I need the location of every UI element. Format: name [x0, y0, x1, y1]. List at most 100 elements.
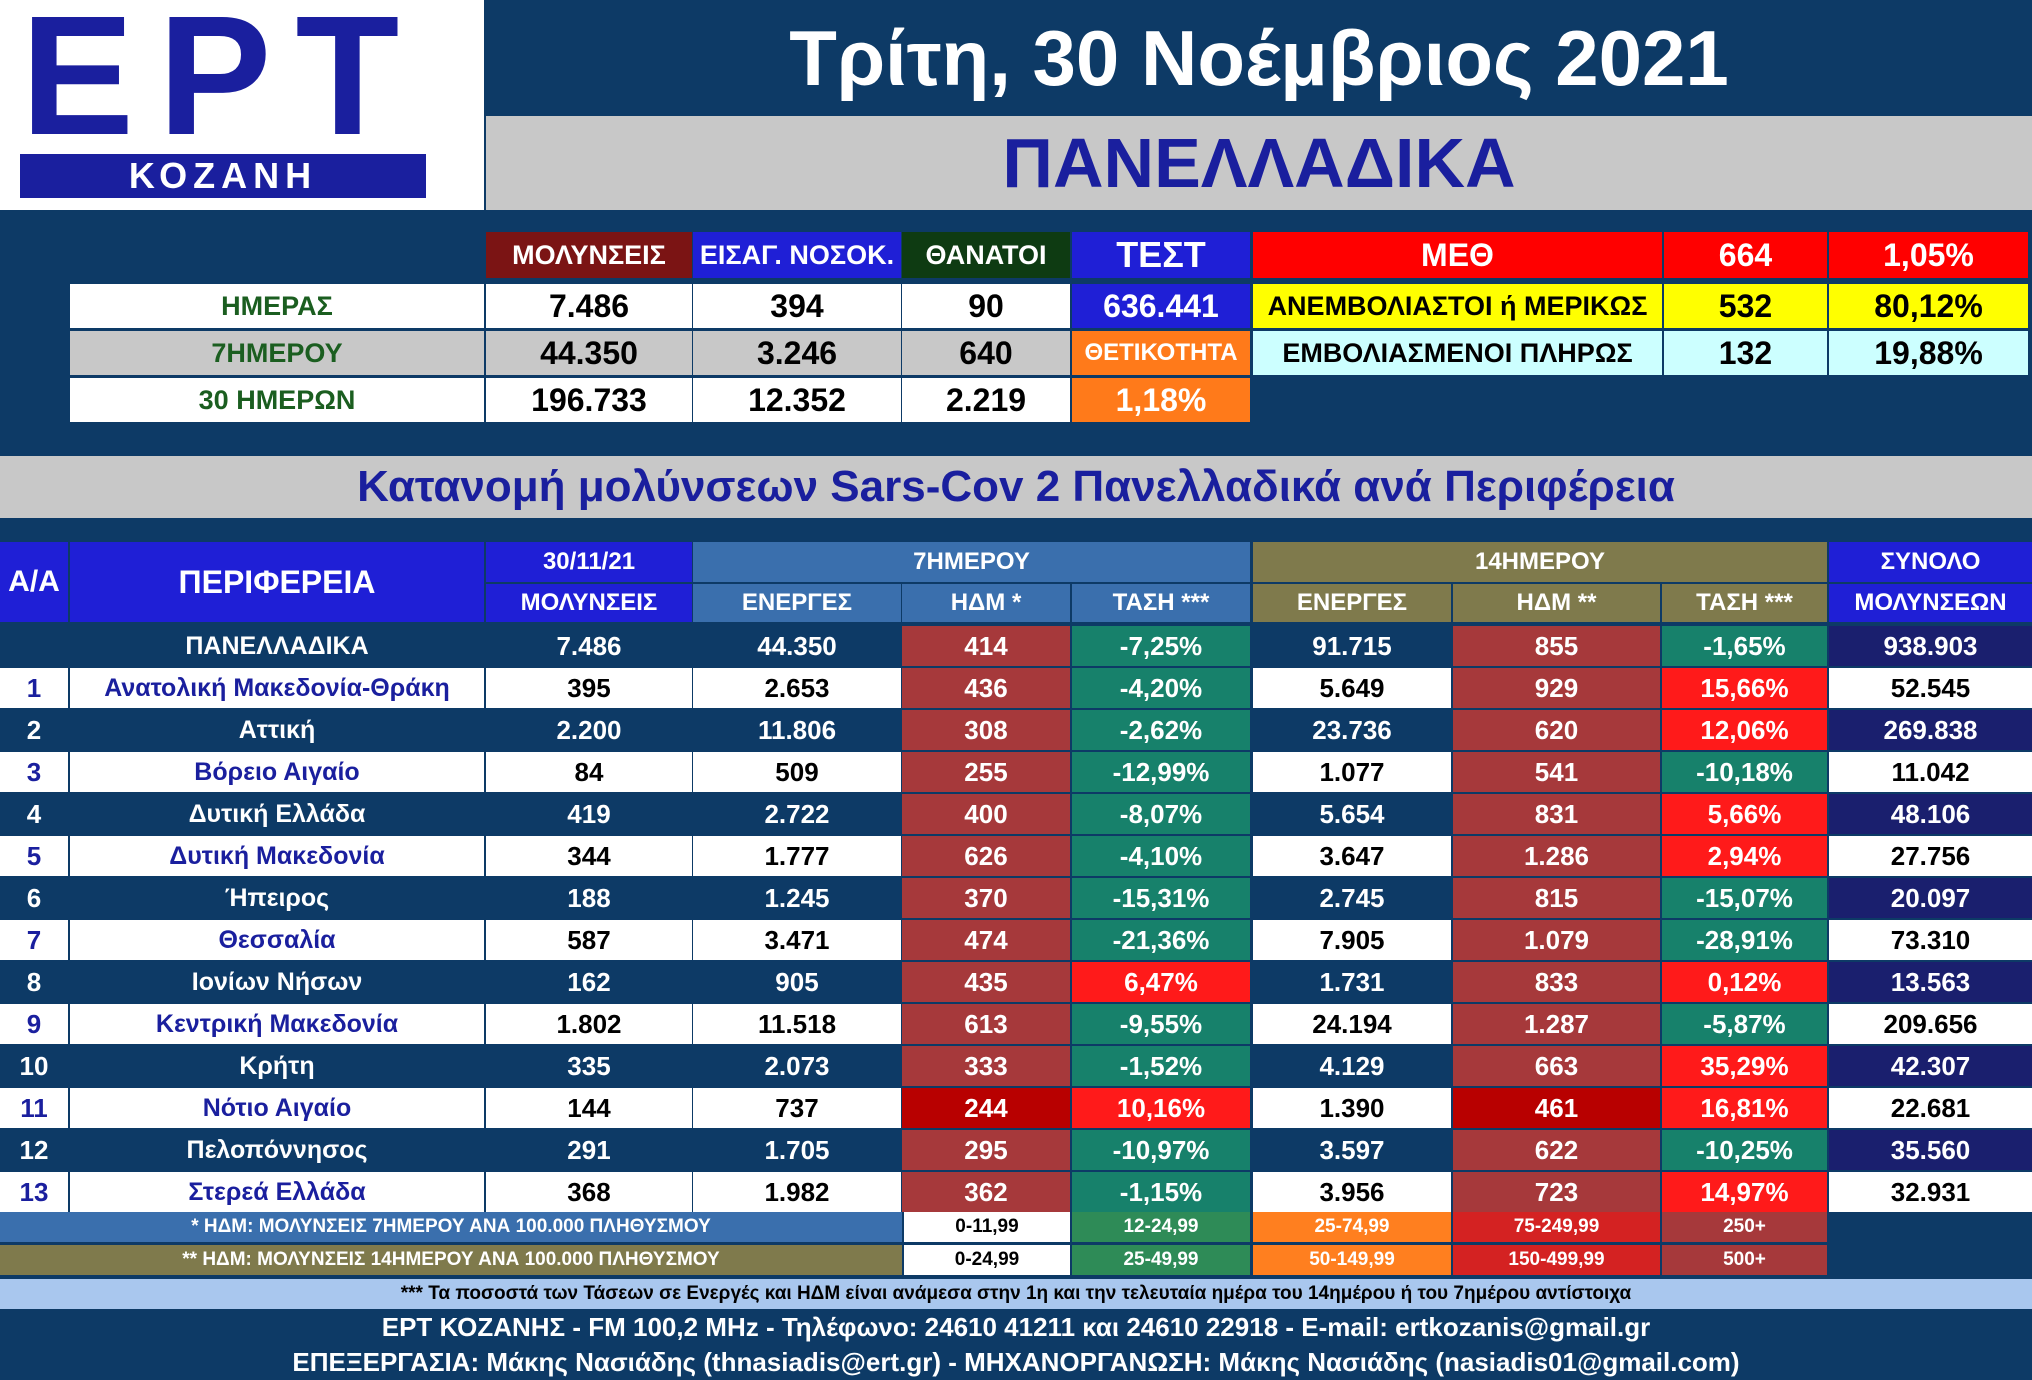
- cell-t14: 15,66%: [1662, 668, 1827, 708]
- cell-aa: 7: [0, 920, 68, 960]
- icu-percent: 1,05%: [1829, 232, 2028, 278]
- header-14day-trend: ΤΑΣΗ ***: [1662, 584, 1827, 622]
- cell-day: 162: [567, 966, 611, 997]
- cell-a7: 1.245: [764, 882, 830, 913]
- cell-day: 419: [567, 798, 611, 829]
- cell-aa: [0, 626, 68, 666]
- header-7day: 7ΗΜΕΡΟΥ: [693, 542, 1250, 582]
- cell-t7: -7,25%: [1072, 626, 1250, 666]
- header-aa: Α/Α: [0, 542, 68, 622]
- cell-h14: 833: [1453, 962, 1660, 1002]
- legend-swatch: 150-499,99: [1453, 1245, 1660, 1275]
- cell-t14: -10,25%: [1662, 1130, 1827, 1170]
- cell-a14: 7.905: [1253, 920, 1451, 960]
- cell-aa: 6: [26, 882, 42, 913]
- cell-h7: 626: [902, 836, 1070, 876]
- legend-swatch: 75-249,99: [1453, 1212, 1660, 1242]
- cell-h7: 436: [902, 668, 1070, 708]
- header-7day-active: ΕΝΕΡΓΕΣ: [693, 584, 901, 622]
- cell-a14: 91.715: [1312, 630, 1392, 661]
- cell-h14: 663: [1453, 1046, 1660, 1086]
- cell-total: 32.931: [1829, 1172, 2032, 1212]
- cell-h7: 244: [902, 1088, 1070, 1128]
- cell-region: Ιονίων Νήσων: [191, 967, 363, 996]
- cell-day: 291: [567, 1134, 611, 1165]
- cell-a7: 3.471: [693, 920, 901, 960]
- cell-day: 188: [567, 882, 611, 913]
- cell-total: 11.042: [1829, 752, 2032, 792]
- cell-day: 84: [486, 752, 692, 792]
- cell-day: 344: [486, 836, 692, 876]
- icu-vaccinated-percent: 19,88%: [1829, 331, 2028, 375]
- cell-day: 7.486: [556, 630, 622, 661]
- header-region: ΠΕΡΙΦΕΡΕΙΑ: [70, 542, 484, 622]
- summary-row-label-30day: 30 ΗΜΕΡΩΝ: [70, 378, 484, 422]
- summary-day-deaths: 90: [902, 284, 1070, 328]
- cell-a14: 3.597: [1319, 1134, 1385, 1165]
- cell-h7: 255: [902, 752, 1070, 792]
- cell-a14: 1.077: [1253, 752, 1451, 792]
- cell-t7: -1,52%: [1072, 1046, 1250, 1086]
- cell-h14: 1.079: [1453, 920, 1660, 960]
- cell-region: Θεσσαλία: [70, 920, 484, 960]
- cell-a7: 737: [693, 1088, 901, 1128]
- cell-aa: 4: [26, 798, 42, 829]
- cell-day: 1.802: [486, 1004, 692, 1044]
- legend-note-14day: ** ΗΔΜ: ΜΟΛΥΝΣΕΙΣ 14ΗΜΕΡΟΥ ΑΝΑ 100.000 Π…: [0, 1245, 902, 1275]
- cell-total: 209.656: [1829, 1004, 2032, 1044]
- cell-h7: 295: [902, 1130, 1070, 1170]
- cell-region: Βόρειο Αιγαίο: [70, 752, 484, 792]
- cell-h14: 541: [1453, 752, 1660, 792]
- cell-h14: 461: [1453, 1088, 1660, 1128]
- cell-t7: 10,16%: [1072, 1088, 1250, 1128]
- cell-total: 48.106: [1829, 794, 2032, 834]
- legend-swatch: 25-74,99: [1253, 1212, 1451, 1242]
- footer-credits: ΕΠΕΞΕΡΓΑΣΙΑ: Μάκης Νασιάδης (thnasiadis@…: [292, 1346, 1740, 1377]
- cell-a7: 509: [693, 752, 901, 792]
- cell-t14: 5,66%: [1662, 794, 1827, 834]
- cell-t7: 6,47%: [1072, 962, 1250, 1002]
- cell-t7: -8,07%: [1072, 794, 1250, 834]
- logo-wordmark: ΕΡΤ: [20, 0, 424, 171]
- cell-a7: 1.777: [693, 836, 901, 876]
- cell-t14: 2,94%: [1662, 836, 1827, 876]
- cell-h7: 435: [902, 962, 1070, 1002]
- legend-swatch: 0-11,99: [904, 1212, 1070, 1242]
- date-title: Τρίτη, 30 Νοέμβριος 2021: [789, 13, 1729, 102]
- header-date: 30/11/21: [486, 542, 692, 582]
- cell-t14: 16,81%: [1662, 1088, 1827, 1128]
- legend-swatch: 500+: [1662, 1245, 1827, 1275]
- header-14day-active: ΕΝΕΡΓΕΣ: [1253, 584, 1451, 622]
- header-infections: ΜΟΛΥΝΣΕΙΣ: [486, 584, 692, 622]
- cell-region: Στερεά Ελλάδα: [70, 1172, 484, 1212]
- cell-aa: 2: [26, 714, 42, 745]
- cell-a7: 2.073: [764, 1050, 830, 1081]
- footer-contact: ΕΡΤ ΚΟΖΑΝΗΣ - FM 100,2 MHz - Τηλέφωνο: 2…: [381, 1311, 1651, 1342]
- cell-region: Δυτική Μακεδονία: [70, 836, 484, 876]
- cell-h14: 855: [1453, 626, 1660, 666]
- cell-h14: 831: [1453, 794, 1660, 834]
- cell-a7: 905: [775, 966, 819, 997]
- cell-a14: 1.390: [1253, 1088, 1451, 1128]
- cell-total: 42.307: [1829, 1046, 2032, 1086]
- summary-header-infections: ΜΟΛΥΝΣΕΙΣ: [486, 232, 692, 278]
- positivity-value: 1,18%: [1072, 378, 1250, 422]
- cell-aa: 8: [26, 966, 42, 997]
- cell-a7: 44.350: [757, 630, 837, 661]
- cell-t14: -15,07%: [1662, 878, 1827, 918]
- cell-a7: 1.705: [764, 1134, 830, 1165]
- summary-7day-deaths: 640: [902, 331, 1070, 375]
- tests-value: 636.441: [1072, 284, 1250, 328]
- cell-h7: 308: [902, 710, 1070, 750]
- cell-total: 269.838: [1829, 710, 2032, 750]
- header-total-top: ΣΥΝΟΛΟ: [1829, 542, 2032, 582]
- header-7day-trend: ΤΑΣΗ ***: [1072, 584, 1250, 622]
- cell-aa: 3: [0, 752, 68, 792]
- summary-7day-admissions: 3.246: [693, 331, 901, 375]
- cell-region: Αττική: [238, 715, 316, 744]
- cell-region: Κεντρική Μακεδονία: [70, 1004, 484, 1044]
- cell-h7: 400: [902, 794, 1070, 834]
- cell-a14: 4.129: [1319, 1050, 1385, 1081]
- cell-aa: 5: [0, 836, 68, 876]
- cell-h14: 620: [1453, 710, 1660, 750]
